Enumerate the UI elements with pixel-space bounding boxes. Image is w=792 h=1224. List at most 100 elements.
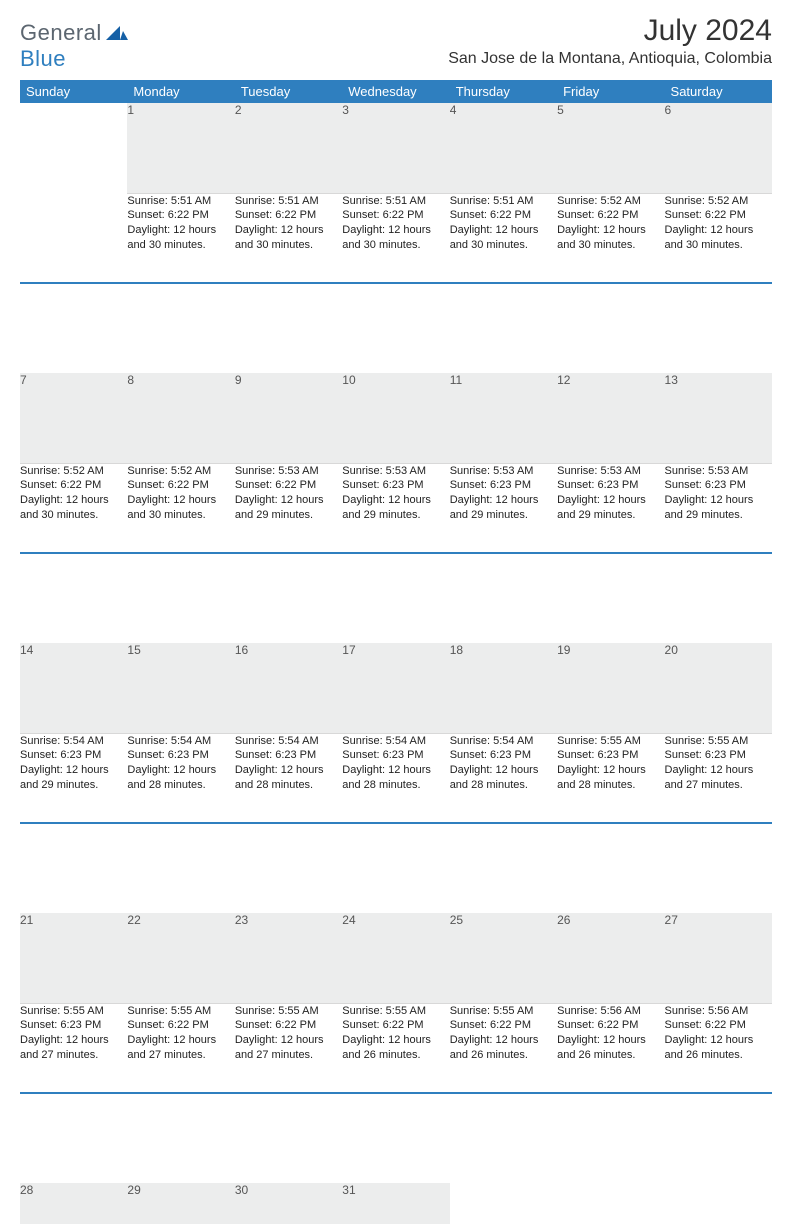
weekday-header: Wednesday: [342, 80, 449, 103]
day-content-cell: Sunrise: 5:55 AMSunset: 6:22 PMDaylight:…: [127, 1003, 234, 1093]
brand-part2: Blue: [20, 46, 66, 71]
sunset-line: Sunset: 6:23 PM: [235, 748, 342, 763]
sunrise-line: Sunrise: 5:51 AM: [342, 194, 449, 209]
sunset-line: Sunset: 6:23 PM: [127, 748, 234, 763]
calendar-table: SundayMondayTuesdayWednesdayThursdayFrid…: [20, 80, 772, 1224]
daylight-line: Daylight: 12 hours and 29 minutes.: [235, 493, 342, 523]
weekday-header: Saturday: [665, 80, 772, 103]
daynum-row: 123456: [20, 103, 772, 193]
daylight-line: Daylight: 12 hours and 28 minutes.: [127, 763, 234, 793]
logo-mark: [106, 27, 128, 44]
location: San Jose de la Montana, Antioquia, Colom…: [448, 50, 772, 68]
daynum-row: 78910111213: [20, 373, 772, 463]
sunset-line: Sunset: 6:22 PM: [127, 1018, 234, 1033]
day-number-cell: 6: [665, 103, 772, 193]
sunrise-line: Sunrise: 5:51 AM: [235, 194, 342, 209]
sunset-line: Sunset: 6:22 PM: [557, 208, 664, 223]
day-number-cell: 21: [20, 913, 127, 1003]
day-content-cell: Sunrise: 5:53 AMSunset: 6:23 PMDaylight:…: [665, 463, 772, 553]
sunrise-line: Sunrise: 5:55 AM: [557, 734, 664, 749]
daylight-line: Daylight: 12 hours and 29 minutes.: [20, 763, 127, 793]
day-number-cell: 8: [127, 373, 234, 463]
day-content-cell: Sunrise: 5:54 AMSunset: 6:23 PMDaylight:…: [20, 733, 127, 823]
sunrise-line: Sunrise: 5:54 AM: [342, 734, 449, 749]
day-number-cell: 10: [342, 373, 449, 463]
sunrise-line: Sunrise: 5:55 AM: [450, 1004, 557, 1019]
day-number-cell: 29: [127, 1183, 234, 1224]
sunset-line: Sunset: 6:23 PM: [20, 748, 127, 763]
daylight-line: Daylight: 12 hours and 29 minutes.: [665, 493, 772, 523]
day-content-cell: Sunrise: 5:55 AMSunset: 6:22 PMDaylight:…: [342, 1003, 449, 1093]
day-content-cell: Sunrise: 5:55 AMSunset: 6:23 PMDaylight:…: [20, 1003, 127, 1093]
day-content-cell: Sunrise: 5:55 AMSunset: 6:22 PMDaylight:…: [450, 1003, 557, 1093]
day-content-cell: Sunrise: 5:54 AMSunset: 6:23 PMDaylight:…: [127, 733, 234, 823]
sunset-line: Sunset: 6:23 PM: [450, 748, 557, 763]
daynum-row: 28293031: [20, 1183, 772, 1224]
day-number-cell: 12: [557, 373, 664, 463]
sunrise-line: Sunrise: 5:55 AM: [127, 1004, 234, 1019]
day-content-cell: Sunrise: 5:51 AMSunset: 6:22 PMDaylight:…: [127, 193, 234, 283]
day-number-cell: 15: [127, 643, 234, 733]
day-content-row: Sunrise: 5:55 AMSunset: 6:23 PMDaylight:…: [20, 1003, 772, 1093]
day-number-cell: [665, 1183, 772, 1224]
brand-text: General Blue: [20, 20, 128, 72]
daylight-line: Daylight: 12 hours and 30 minutes.: [235, 223, 342, 253]
weekday-header-row: SundayMondayTuesdayWednesdayThursdayFrid…: [20, 80, 772, 103]
title-block: July 2024 San Jose de la Montana, Antioq…: [448, 14, 772, 68]
sunset-line: Sunset: 6:22 PM: [235, 1018, 342, 1033]
day-number-cell: 25: [450, 913, 557, 1003]
day-content-cell: Sunrise: 5:55 AMSunset: 6:23 PMDaylight:…: [557, 733, 664, 823]
sunrise-line: Sunrise: 5:55 AM: [342, 1004, 449, 1019]
day-content-cell: Sunrise: 5:52 AMSunset: 6:22 PMDaylight:…: [127, 463, 234, 553]
day-number-cell: 2: [235, 103, 342, 193]
weekday-header: Friday: [557, 80, 664, 103]
daynum-row: 21222324252627: [20, 913, 772, 1003]
sunrise-line: Sunrise: 5:52 AM: [557, 194, 664, 209]
sunrise-line: Sunrise: 5:52 AM: [20, 464, 127, 479]
day-number-cell: 11: [450, 373, 557, 463]
day-number-cell: 30: [235, 1183, 342, 1224]
day-content-cell: [20, 193, 127, 283]
sunrise-line: Sunrise: 5:56 AM: [665, 1004, 772, 1019]
day-content-cell: Sunrise: 5:54 AMSunset: 6:23 PMDaylight:…: [450, 733, 557, 823]
daylight-line: Daylight: 12 hours and 30 minutes.: [450, 223, 557, 253]
day-number-cell: 19: [557, 643, 664, 733]
daylight-line: Daylight: 12 hours and 30 minutes.: [127, 223, 234, 253]
day-content-cell: Sunrise: 5:55 AMSunset: 6:22 PMDaylight:…: [235, 1003, 342, 1093]
sunrise-line: Sunrise: 5:53 AM: [557, 464, 664, 479]
day-number-cell: [557, 1183, 664, 1224]
day-content-cell: Sunrise: 5:56 AMSunset: 6:22 PMDaylight:…: [665, 1003, 772, 1093]
day-content-cell: Sunrise: 5:51 AMSunset: 6:22 PMDaylight:…: [450, 193, 557, 283]
month-title: July 2024: [448, 14, 772, 48]
sunrise-line: Sunrise: 5:51 AM: [127, 194, 234, 209]
day-number-cell: 18: [450, 643, 557, 733]
day-number-cell: 22: [127, 913, 234, 1003]
sunrise-line: Sunrise: 5:54 AM: [20, 734, 127, 749]
daylight-line: Daylight: 12 hours and 26 minutes.: [342, 1033, 449, 1063]
sunset-line: Sunset: 6:22 PM: [127, 478, 234, 493]
sunrise-line: Sunrise: 5:53 AM: [665, 464, 772, 479]
daylight-line: Daylight: 12 hours and 30 minutes.: [20, 493, 127, 523]
sunrise-line: Sunrise: 5:55 AM: [665, 734, 772, 749]
day-content-cell: Sunrise: 5:52 AMSunset: 6:22 PMDaylight:…: [20, 463, 127, 553]
day-number-cell: 13: [665, 373, 772, 463]
weekday-header: Sunday: [20, 80, 127, 103]
brand-logo: General Blue: [20, 14, 128, 72]
sunset-line: Sunset: 6:22 PM: [235, 478, 342, 493]
day-number-cell: 3: [342, 103, 449, 193]
daylight-line: Daylight: 12 hours and 30 minutes.: [665, 223, 772, 253]
sunset-line: Sunset: 6:22 PM: [342, 208, 449, 223]
day-number-cell: [20, 103, 127, 193]
sunset-line: Sunset: 6:22 PM: [342, 1018, 449, 1033]
sunset-line: Sunset: 6:22 PM: [450, 1018, 557, 1033]
sunset-line: Sunset: 6:22 PM: [127, 208, 234, 223]
sunset-line: Sunset: 6:23 PM: [20, 1018, 127, 1033]
sunrise-line: Sunrise: 5:52 AM: [127, 464, 234, 479]
day-number-cell: 4: [450, 103, 557, 193]
sunrise-line: Sunrise: 5:53 AM: [235, 464, 342, 479]
sunset-line: Sunset: 6:22 PM: [665, 1018, 772, 1033]
day-content-cell: Sunrise: 5:54 AMSunset: 6:23 PMDaylight:…: [342, 733, 449, 823]
sunrise-line: Sunrise: 5:54 AM: [235, 734, 342, 749]
daylight-line: Daylight: 12 hours and 26 minutes.: [450, 1033, 557, 1063]
day-number-cell: [450, 1183, 557, 1224]
